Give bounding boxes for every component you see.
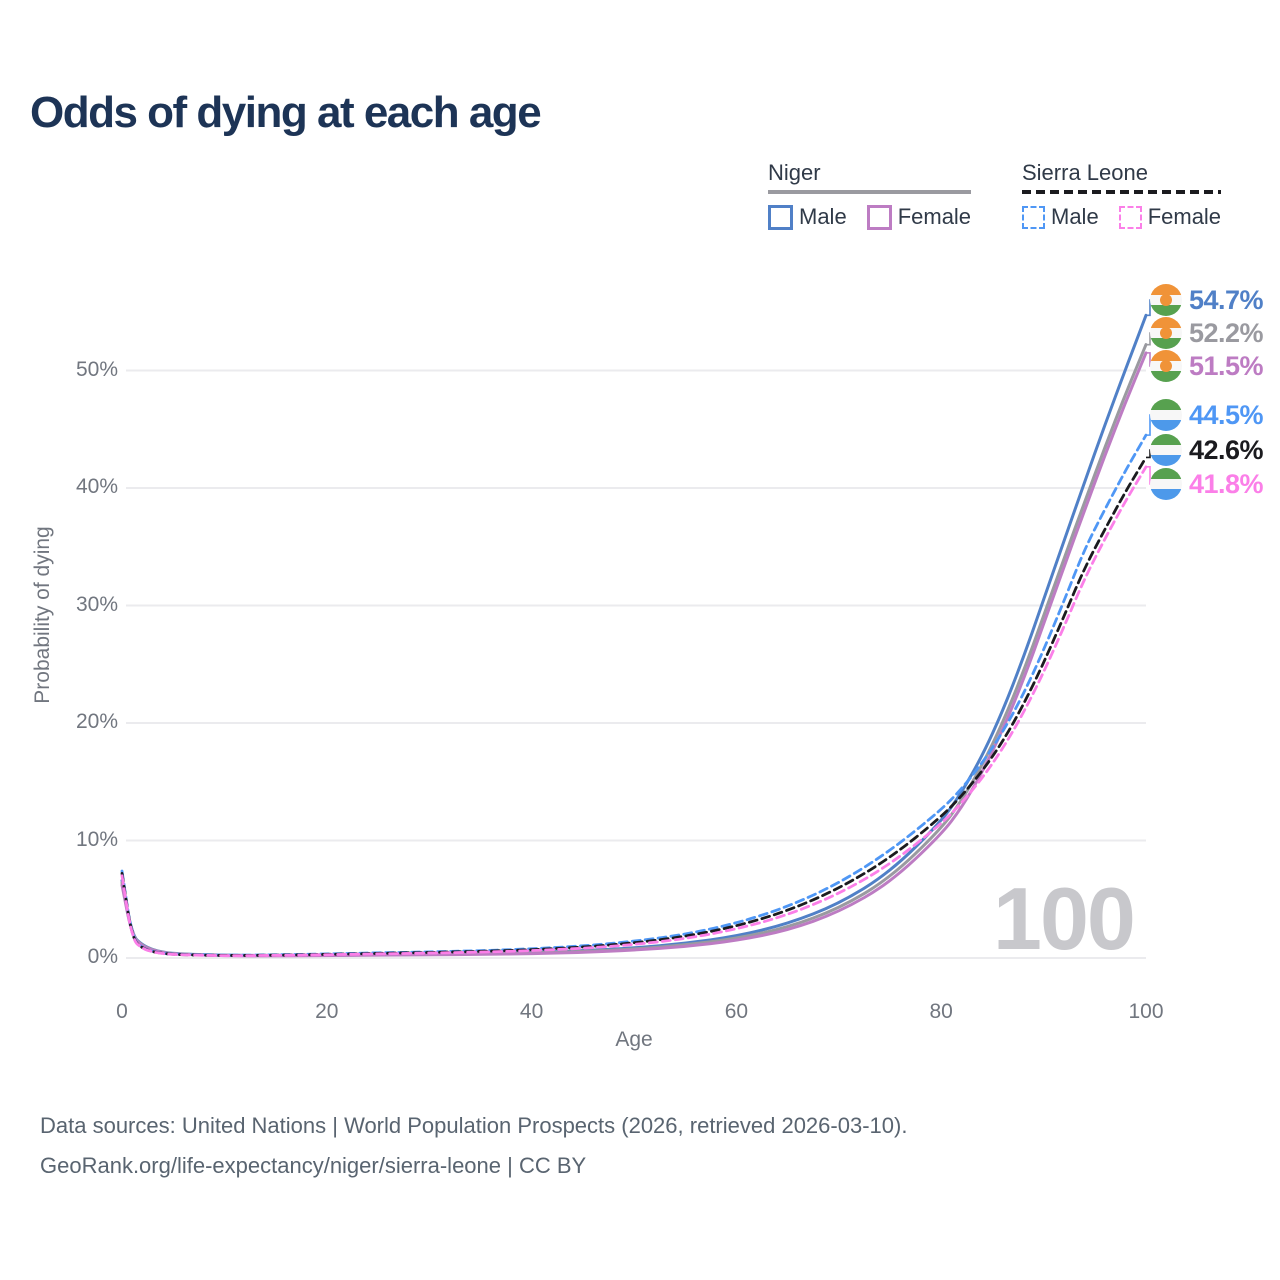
y-axis-title: Probability of dying xyxy=(31,526,54,704)
x-tick-label: 0 xyxy=(116,1000,128,1023)
legend-group-sierra-leone: Sierra Leone Male Female xyxy=(1022,160,1222,230)
page-title: Odds of dying at each age xyxy=(30,88,542,137)
niger-line-sample xyxy=(768,190,972,194)
end-value: 52.2% xyxy=(1189,317,1264,348)
niger-flag-icon xyxy=(1150,284,1182,316)
sierra-leone-male-swatch-icon xyxy=(1022,205,1045,229)
legend-item-sierra-leone-female[interactable]: Female xyxy=(1118,204,1222,230)
end-label-sierra-leone-male: 44.5% xyxy=(1150,399,1264,431)
end-value: 42.6% xyxy=(1189,434,1264,465)
y-tick-label: 40% xyxy=(75,475,118,498)
legend-item-label: Male xyxy=(1051,204,1099,229)
x-tick-label: 40 xyxy=(519,1000,544,1023)
end-label-niger-female: 51.5% xyxy=(1150,350,1264,382)
x-tick-label: 100 xyxy=(1128,1000,1164,1023)
x-tick-label: 60 xyxy=(724,1000,749,1023)
legend-item-niger-female[interactable]: Female xyxy=(866,204,972,230)
sierra-leone-female-swatch-icon xyxy=(1118,205,1142,229)
data-sources: Data sources: United Nations | World Pop… xyxy=(40,1106,907,1186)
end-value: 54.7% xyxy=(1189,284,1264,315)
x-axis-title: Age xyxy=(615,1028,653,1051)
sierra-leone-line-sample xyxy=(1022,190,1222,194)
legend-group-niger: Niger Male Female xyxy=(768,160,972,230)
legend-item-label: Male xyxy=(799,204,847,229)
x-tick-label: 80 xyxy=(929,1000,953,1023)
legend-item-niger-male[interactable]: Male xyxy=(768,204,847,230)
y-tick-label: 20% xyxy=(75,710,118,733)
niger-female-swatch-icon xyxy=(866,204,892,230)
age-counter-watermark: 100 xyxy=(993,869,1136,968)
end-label-sierra-leone-both: 42.6% xyxy=(1150,434,1264,466)
end-label-niger-both: 52.2% xyxy=(1150,317,1264,349)
end-value: 41.8% xyxy=(1189,468,1264,499)
niger-male-swatch-icon xyxy=(768,204,793,230)
y-tick-label: 50% xyxy=(75,357,118,381)
data-sources-line1: Data sources: United Nations | World Pop… xyxy=(40,1113,908,1138)
legend-item-label: Female xyxy=(897,204,972,229)
end-value: 44.5% xyxy=(1189,399,1264,430)
x-tick-label: 20 xyxy=(315,1000,339,1023)
niger-flag-icon xyxy=(1150,350,1182,382)
end-label-niger-male: 54.7% xyxy=(1150,284,1264,316)
legend-item-sierra-leone-male[interactable]: Male xyxy=(1022,204,1099,230)
data-sources-line2: GeoRank.org/life-expectancy/niger/sierra… xyxy=(40,1153,587,1178)
end-label-sierra-leone-female: 41.8% xyxy=(1150,468,1264,500)
y-tick-label: 0% xyxy=(87,945,118,968)
legend-item-label: Female xyxy=(1147,204,1222,229)
sierra-leone-flag-icon xyxy=(1150,399,1182,431)
legend-group-niger-title: Niger xyxy=(768,160,821,185)
niger-flag-icon xyxy=(1150,317,1182,349)
y-tick-label: 10% xyxy=(75,827,118,851)
sierra-leone-flag-icon xyxy=(1150,434,1182,466)
legend-group-sierra-leone-title: Sierra Leone xyxy=(1022,160,1148,185)
y-tick-label: 30% xyxy=(75,592,118,616)
end-value: 51.5% xyxy=(1189,350,1264,381)
sierra-leone-flag-icon xyxy=(1150,468,1182,500)
